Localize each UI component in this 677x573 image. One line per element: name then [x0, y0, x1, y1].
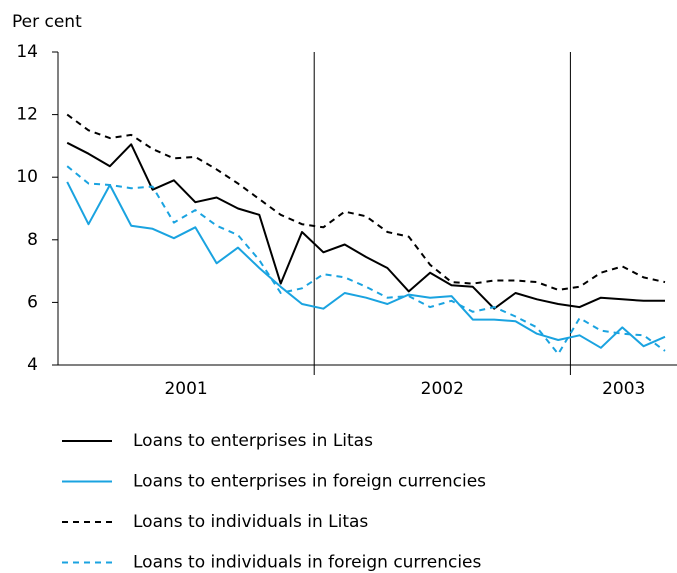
x-group-label: 2003 [602, 379, 645, 399]
y-tick-label: 6 [27, 292, 38, 312]
y-tick-label: 8 [27, 230, 38, 250]
x-group-label: 2002 [421, 379, 464, 399]
legend-label: Loans to individuals in Litas [133, 512, 368, 532]
series-line [66, 165, 666, 355]
legend-label: Loans to enterprises in Litas [133, 431, 373, 451]
y-tick-label: 10 [16, 167, 38, 187]
legend-label: Loans to individuals in foreign currenci… [133, 553, 482, 573]
series-line [66, 181, 666, 349]
series-line [66, 113, 666, 291]
y-tick-label: 12 [16, 105, 38, 125]
series-line [66, 141, 665, 310]
y-tick-label: 14 [16, 42, 38, 62]
x-group-label: 2001 [164, 379, 207, 399]
y-tick-label: 4 [27, 355, 38, 375]
legend-label: Loans to enterprises in foreign currenci… [133, 472, 486, 492]
y-axis-label: Per cent [12, 12, 82, 32]
